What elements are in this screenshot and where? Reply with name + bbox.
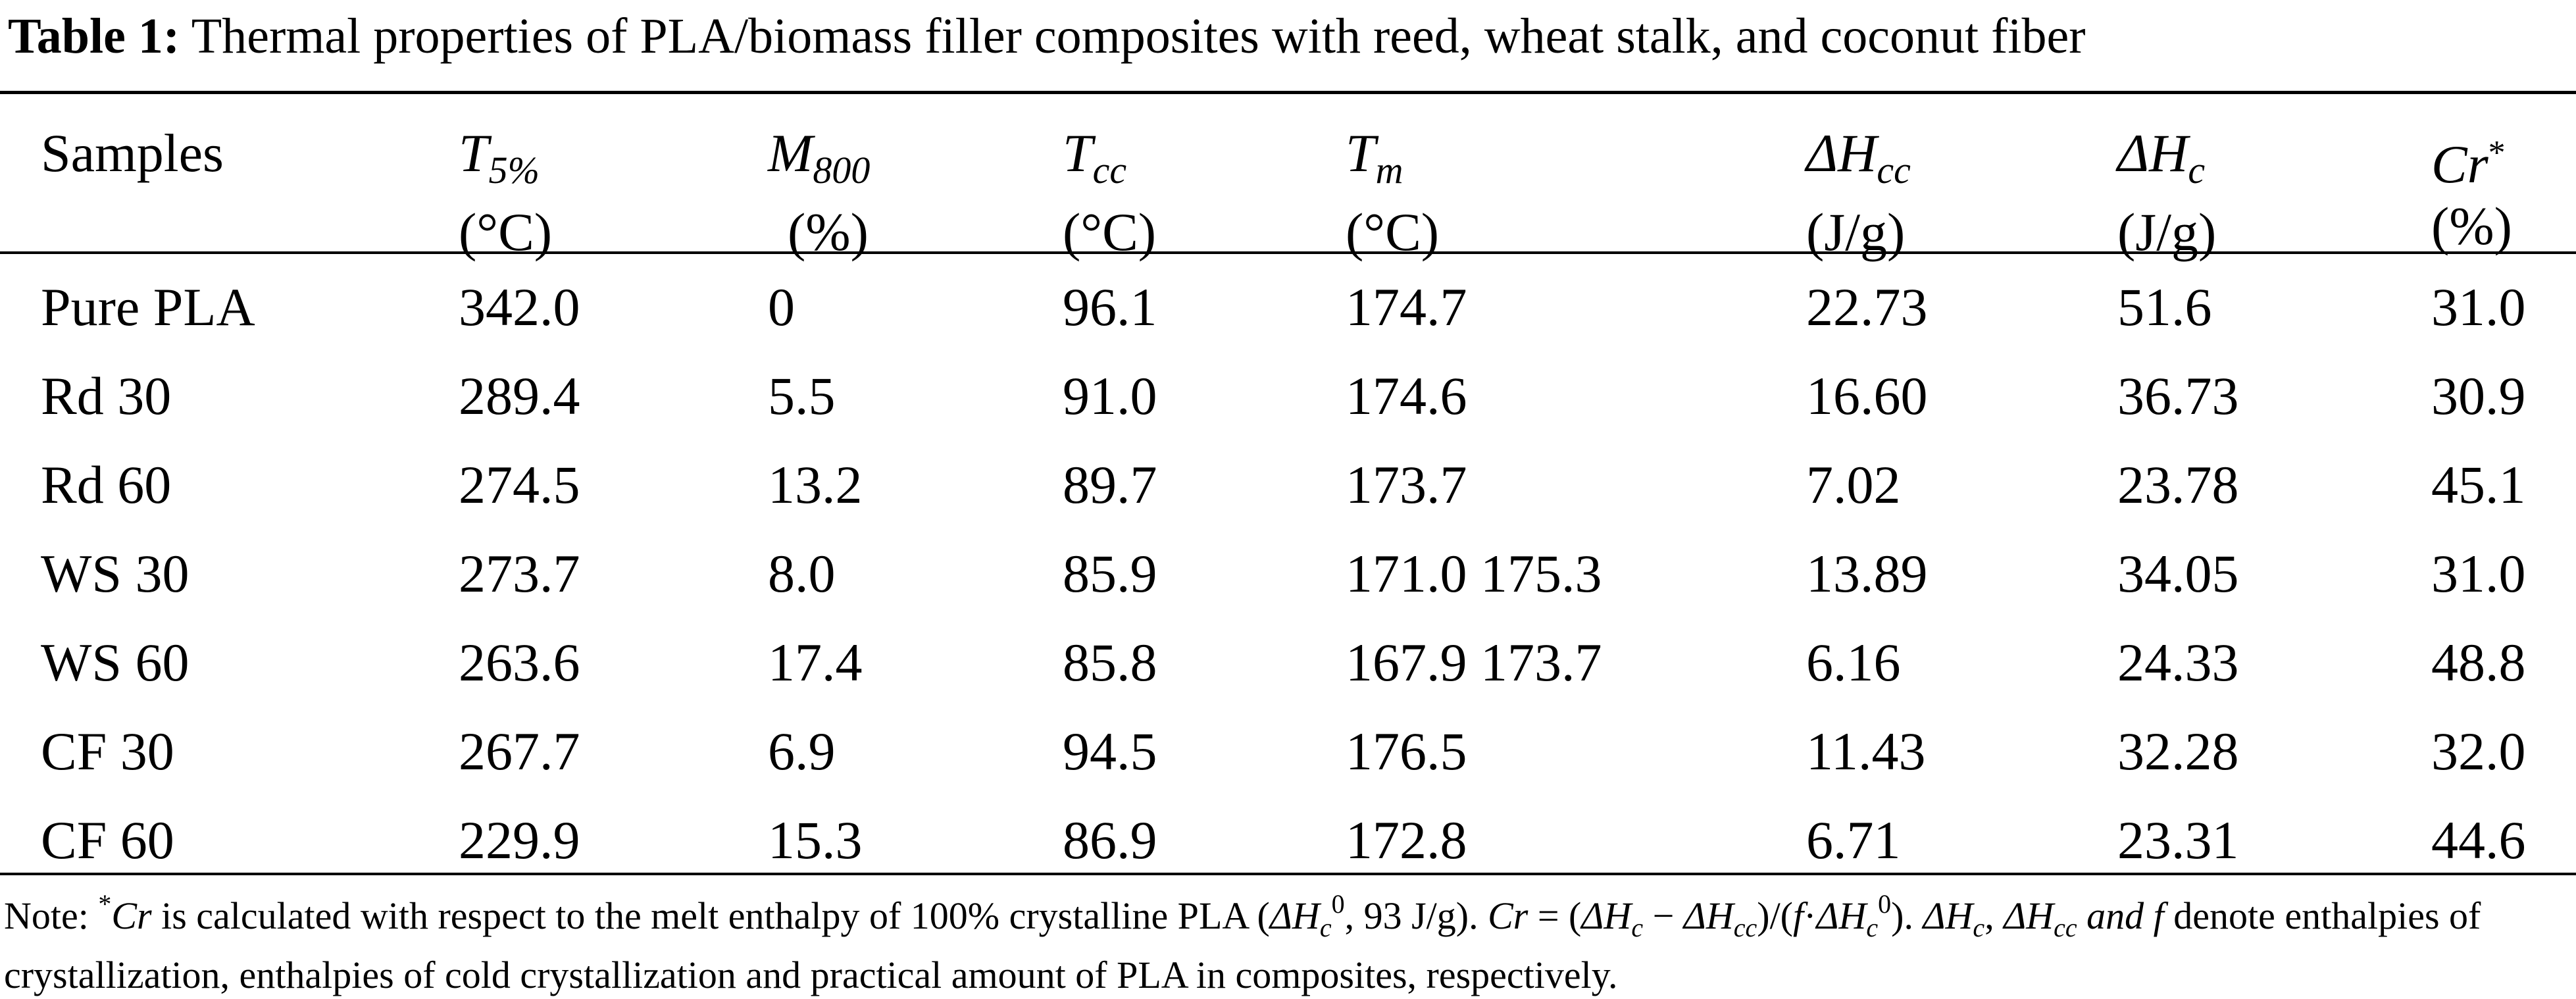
cell-tm: 172.8: [1346, 810, 1467, 870]
table-title: Thermal properties of PLA/biomass filler…: [191, 9, 2086, 64]
cell-dhc: 32.28: [2117, 721, 2239, 781]
cell-tcc: 94.5: [1063, 721, 1157, 781]
header-tm: Tm (°C): [1346, 123, 1440, 262]
table-caption: Table 1: Thermal properties of PLA/bioma…: [8, 0, 2567, 72]
cell-t5: 263.6: [459, 632, 580, 692]
cell-cr: 30.9: [2431, 366, 2526, 426]
cell-m800: 13.2: [768, 455, 863, 515]
cell-tcc: 85.9: [1063, 544, 1157, 603]
cell-tm: 173.7: [1346, 455, 1467, 515]
cell-m800: 15.3: [768, 810, 863, 870]
cell-sample: Rd 30: [41, 366, 172, 426]
cell-tm: 167.9 173.7: [1346, 632, 1602, 692]
header-dhcc: ΔHcc (J/g): [1806, 123, 1911, 262]
cell-dhcc: 6.71: [1806, 810, 1901, 870]
cell-sample: CF 60: [41, 810, 174, 870]
cell-m800: 5.5: [768, 366, 836, 426]
cell-cr: 45.1: [2431, 455, 2526, 515]
table-label: Table 1:: [8, 9, 180, 64]
cell-sample: Rd 60: [41, 455, 172, 515]
cell-dhcc: 6.16: [1806, 632, 1901, 692]
cell-cr: 31.0: [2431, 544, 2526, 603]
cell-sample: Pure PLA: [41, 277, 255, 337]
top-rule: [0, 91, 2576, 94]
cell-cr: 31.0: [2431, 277, 2526, 337]
cell-m800: 17.4: [768, 632, 863, 692]
table-note: Note: *Cr is calculated with respect to …: [4, 889, 2481, 996]
cell-dhcc: 13.89: [1806, 544, 1928, 603]
cell-m800: 8.0: [768, 544, 836, 603]
cell-t5: 274.5: [459, 455, 580, 515]
cell-tcc: 89.7: [1063, 455, 1157, 515]
cell-m800: 6.9: [768, 721, 836, 781]
cell-sample: WS 30: [41, 544, 189, 603]
bottom-rule: [0, 873, 2576, 875]
header-m800: M800 (%): [768, 123, 871, 262]
cell-tm: 174.6: [1346, 366, 1467, 426]
cell-tcc: 96.1: [1063, 277, 1157, 337]
cell-tcc: 91.0: [1063, 366, 1157, 426]
cell-dhcc: 7.02: [1806, 455, 1901, 515]
cell-dhc: 51.6: [2117, 277, 2212, 337]
cell-m800: 0: [768, 277, 795, 337]
cell-dhc: 34.05: [2117, 544, 2239, 603]
cell-tm: 176.5: [1346, 721, 1467, 781]
cell-tm: 174.7: [1346, 277, 1467, 337]
cell-cr: 32.0: [2431, 721, 2526, 781]
cell-t5: 267.7: [459, 721, 580, 781]
cell-dhcc: 11.43: [1806, 721, 1926, 781]
cell-t5: 273.7: [459, 544, 580, 603]
cell-dhc: 23.78: [2117, 455, 2239, 515]
cell-dhc: 23.31: [2117, 810, 2239, 870]
cell-dhc: 36.73: [2117, 366, 2239, 426]
header-rule: [0, 251, 2576, 254]
cell-t5: 342.0: [459, 277, 580, 337]
cell-dhcc: 22.73: [1806, 277, 1928, 337]
cell-tcc: 85.8: [1063, 632, 1157, 692]
cell-dhcc: 16.60: [1806, 366, 1928, 426]
cell-t5: 289.4: [459, 366, 580, 426]
header-tcc: Tcc (°C): [1063, 123, 1157, 262]
cell-tcc: 86.9: [1063, 810, 1157, 870]
cell-sample: WS 60: [41, 632, 189, 692]
cell-sample: CF 30: [41, 721, 174, 781]
header-dhc: ΔHc (J/g): [2117, 123, 2217, 262]
header-samples: Samples: [41, 123, 224, 183]
cell-cr: 44.6: [2431, 810, 2526, 870]
cell-cr: 48.8: [2431, 632, 2526, 692]
cell-dhc: 24.33: [2117, 632, 2239, 692]
cell-t5: 229.9: [459, 810, 580, 870]
cell-tm: 171.0 175.3: [1346, 544, 1602, 603]
header-t5: T5% (°C): [459, 123, 553, 262]
header-cr: Cr* (%): [2431, 134, 2512, 256]
